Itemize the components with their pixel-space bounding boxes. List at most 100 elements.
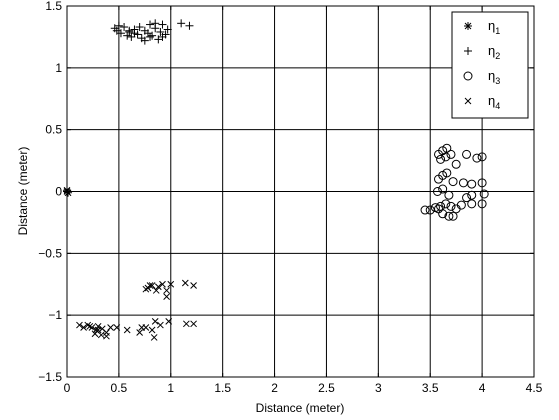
data-point-series-3 <box>479 189 489 199</box>
data-point-series-3 <box>477 152 487 162</box>
data-point-series-4 <box>165 317 173 325</box>
series-1 <box>63 186 73 197</box>
data-point-series-2 <box>158 20 167 29</box>
x-tick-label: 2.5 <box>318 381 335 395</box>
data-point-series-2 <box>151 19 160 28</box>
data-point-series-3 <box>477 199 487 209</box>
x-tick-label: 0 <box>64 381 71 395</box>
data-point-series-4 <box>159 280 166 288</box>
data-point-series-4 <box>107 324 114 331</box>
data-point-series-4 <box>154 283 162 291</box>
data-point-series-4 <box>148 326 156 334</box>
data-point-series-2 <box>185 21 194 30</box>
data-point-series-4 <box>136 329 143 336</box>
data-point-series-4 <box>94 326 102 334</box>
data-point-series-3 <box>446 201 456 211</box>
data-point-series-4 <box>80 324 87 331</box>
data-point-series-3 <box>467 190 477 200</box>
y-tick-label: 0 <box>55 185 62 199</box>
legend-item-4: η4 <box>464 93 500 111</box>
x-tick-label: 2 <box>271 381 278 395</box>
data-point-series-3 <box>441 152 451 162</box>
y-tick-label: 1 <box>55 61 62 75</box>
data-point-series-2 <box>112 26 121 35</box>
axis-ticks: 0 0.5 1 1.5 2 2.5 3 3.5 4 4.5 −1.5 −1 −0.5 0 0.5 1 1.5 <box>38 0 542 395</box>
data-point-series-3 <box>467 179 477 189</box>
legend-item-3: η3 <box>463 68 500 86</box>
data-point-series-2 <box>135 23 144 32</box>
data-point-series-2 <box>120 23 129 32</box>
series-4 <box>76 279 197 341</box>
data-point-series-4 <box>138 324 146 331</box>
data-point-series-3 <box>434 204 444 214</box>
x-axis-label: Distance (meter) <box>256 401 345 415</box>
data-point-series-2 <box>130 29 139 38</box>
data-point-series-3 <box>432 187 442 196</box>
data-point-series-4 <box>152 287 160 294</box>
x-tick-label: 1 <box>167 381 174 395</box>
data-point-series-3 <box>442 143 452 153</box>
data-point-series-3 <box>444 211 454 221</box>
legend-item-2: η2 <box>464 43 500 61</box>
legend-box <box>451 11 529 119</box>
data-point-series-2 <box>154 35 163 44</box>
legend-item-1: η1 <box>464 18 500 36</box>
data-point-series-1 <box>63 186 71 195</box>
legend-label: η2 <box>488 43 500 61</box>
data-point-series-3 <box>467 199 477 209</box>
data-point-series-2 <box>148 31 157 40</box>
x-tick-label: 3 <box>375 381 382 395</box>
x-tick-label: 4.5 <box>526 381 543 395</box>
data-point-series-4 <box>190 282 197 289</box>
data-point-series-3 <box>441 199 451 209</box>
data-point-series-3 <box>436 201 446 211</box>
data-point-series-3 <box>444 190 454 200</box>
data-point-series-3 <box>458 178 468 188</box>
data-point-series-4 <box>146 282 154 289</box>
legend-marker-4 <box>464 97 472 105</box>
data-point-series-4 <box>113 324 121 331</box>
legend-marker-3 <box>463 71 473 81</box>
data-point-series-4 <box>148 282 156 289</box>
data-point-series-4 <box>151 317 159 325</box>
data-point-series-3 <box>451 159 461 169</box>
data-point-series-4 <box>163 287 170 294</box>
legend-label: η3 <box>488 68 500 86</box>
data-point-series-4 <box>190 320 197 328</box>
data-point-series-4 <box>97 331 105 339</box>
data-point-series-4 <box>163 293 170 300</box>
legend-marker-1 <box>464 22 472 30</box>
series-3 <box>420 143 489 221</box>
data-point-series-2 <box>123 31 132 40</box>
y-tick-label: −0.5 <box>38 246 62 260</box>
legend: η1 η2 η3 η4 <box>451 11 529 119</box>
y-tick-label: −1.5 <box>38 370 62 384</box>
data-point-series-2 <box>146 32 155 41</box>
data-point-series-3 <box>446 149 456 159</box>
data-point-series-3 <box>472 153 482 163</box>
data-point-series-4 <box>167 280 175 288</box>
x-tick-label: 3.5 <box>422 381 439 395</box>
data-point-series-2 <box>177 19 186 28</box>
legend-label: η1 <box>488 18 500 36</box>
y-axis-label: Distance (meter) <box>16 147 30 236</box>
data-point-series-3 <box>462 193 472 203</box>
data-point-series-2 <box>163 25 172 34</box>
y-tick-label: 0.5 <box>45 123 62 137</box>
data-point-series-3 <box>436 154 446 164</box>
data-point-series-3 <box>477 178 487 188</box>
data-point-series-4 <box>86 322 94 330</box>
data-point-series-3 <box>462 149 472 159</box>
data-point-series-3 <box>456 200 466 210</box>
data-point-series-2 <box>143 29 152 38</box>
x-tick-label: 4 <box>479 381 486 395</box>
x-tick-label: 1.5 <box>214 381 231 395</box>
data-point-series-4 <box>123 326 131 334</box>
data-point-series-4 <box>76 321 83 329</box>
data-points <box>63 19 489 341</box>
data-point-series-3 <box>442 168 452 178</box>
data-point-series-3 <box>420 205 430 215</box>
series-2 <box>110 19 194 45</box>
